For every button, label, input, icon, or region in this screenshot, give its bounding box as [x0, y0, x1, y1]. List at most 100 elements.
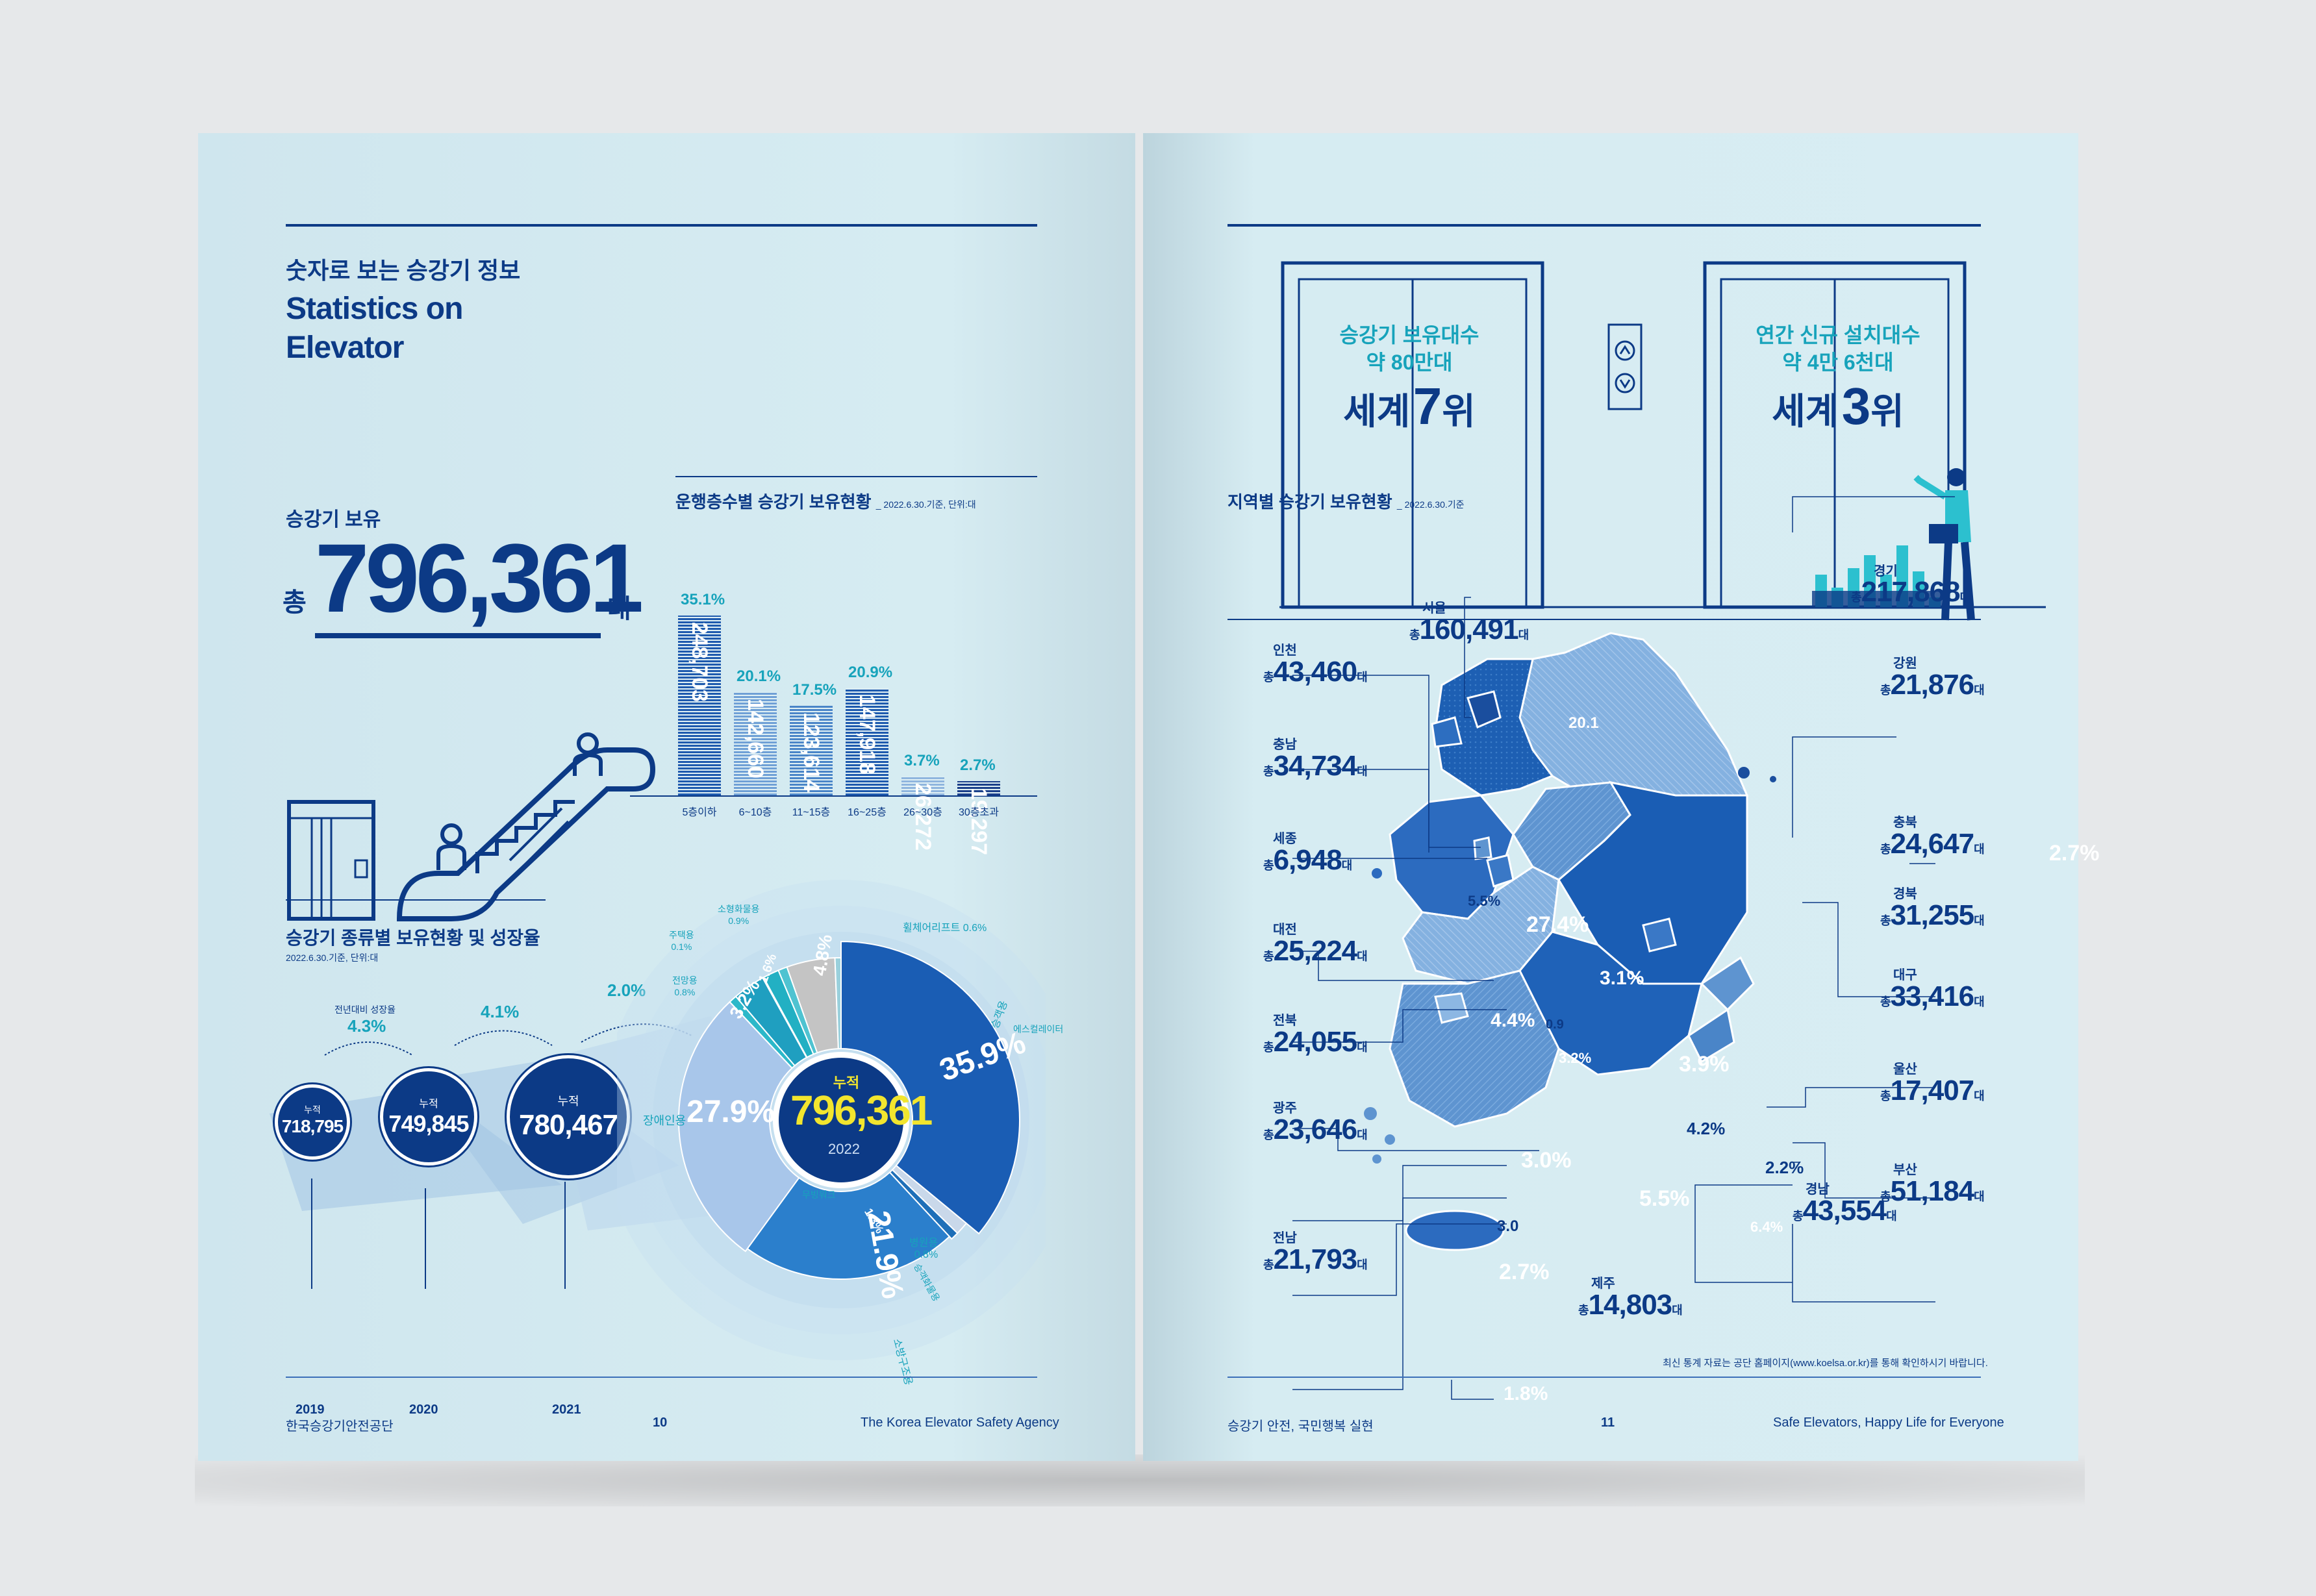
region-value-chungbuk: 총24,647대 — [1880, 828, 1985, 860]
box2-rank-prefix: 세계 — [1772, 391, 1839, 432]
floors-category-label: 16~25층 — [848, 807, 887, 818]
unit: 대 — [1974, 1190, 1985, 1203]
unit: 대 — [1357, 1258, 1368, 1271]
total-prefix: 총 — [1880, 1190, 1891, 1203]
donut-pct-disabled: 27.9% — [686, 1095, 775, 1129]
donut-center-label: 누적 — [833, 1075, 860, 1091]
owned-underline — [315, 633, 601, 638]
footer-english-slogan: Safe Elevators, Happy Life for Everyone — [1773, 1415, 2004, 1430]
total-prefix: 총 — [1263, 765, 1274, 778]
unit: 대 — [1886, 1210, 1897, 1223]
footer-rule — [1227, 1377, 1981, 1378]
region-note: _ 2022.6.30.기준 — [1396, 499, 1465, 510]
region-label-gyeongnam: 경남 — [1806, 1182, 1830, 1197]
unit: 대 — [1959, 591, 1971, 604]
label-small-freight-pct: 0.9% — [728, 916, 749, 926]
unit: 대 — [1974, 995, 1985, 1008]
total-prefix: 총 — [1880, 1090, 1891, 1103]
floors-bar-percent: 2.7% — [960, 756, 996, 775]
floors-bar — [734, 692, 777, 795]
map-pct-jeju: 1.8% — [1504, 1383, 1548, 1404]
map-pct-incheon: 5.5% — [1468, 893, 1501, 909]
unit: 대 — [1341, 859, 1353, 872]
floors-bar-value: 147,918 — [855, 695, 879, 775]
unit: 대 — [1974, 843, 1985, 856]
box1-line1: 승강기 보유대수 — [1339, 323, 1479, 347]
label-moving-walk: 무빙워크 — [802, 1190, 836, 1200]
floors-bar-percent: 3.7% — [904, 751, 940, 769]
label-hospital-text: 병원용 — [909, 1238, 938, 1249]
total-prefix: 총 — [1851, 591, 1862, 604]
owned-unit: 대 — [607, 595, 631, 623]
donut-slice — [834, 956, 842, 1050]
total-prefix: 총 — [1880, 684, 1891, 697]
growth-rate-2: 4.1% — [481, 1002, 520, 1021]
footer-agency: The Korea Elevator Safety Agency — [861, 1415, 1059, 1430]
map-pct-gangwon: 2.7% — [2049, 841, 2100, 866]
growth-value-2020: 749,845 — [388, 1110, 469, 1137]
label-hospital-pct: 0.8% — [914, 1249, 938, 1260]
label-residential-text: 주택용 — [669, 930, 694, 940]
label-disabled: 장애인용 — [643, 1114, 686, 1127]
floors-bar-percent: 20.9% — [848, 664, 893, 681]
left-page: 숫자로 보는 승강기 정보 Statistics on Elevator 승강기… — [198, 133, 1135, 1461]
total-prefix: 총 — [1263, 671, 1274, 684]
footer-rule — [286, 1377, 1037, 1378]
presenter-illustration — [1812, 468, 1975, 621]
region-value-gyeonggi-num: 217,868 — [1861, 576, 1961, 608]
donut-slice — [888, 1169, 959, 1240]
region-gwangju — [1434, 992, 1469, 1024]
region-value-gyeongbuk-num: 31,255 — [1890, 899, 1975, 931]
map-pct-gyeongnam: 5.5% — [1639, 1186, 1690, 1211]
growth-circle-2020: 누적 749,845 — [380, 1068, 477, 1166]
label-escalator: 에스컬레이터 — [1013, 1024, 1064, 1034]
page-number: 11 — [1601, 1415, 1615, 1430]
region-label-jeonnam: 전남 — [1273, 1231, 1297, 1245]
total-prefix: 총 — [1409, 629, 1420, 642]
year-2019: 2019 — [296, 1403, 325, 1417]
label-residential-pct: 0.1% — [671, 941, 692, 952]
kicker: 숫자로 보는 승강기 정보 — [286, 257, 521, 284]
floors-note: _ 2022.6.30.기준, 단위:대 — [875, 499, 976, 510]
floors-bar — [790, 706, 833, 795]
total-prefix: 총 — [1880, 914, 1891, 927]
region-value-jeonbuk-num: 24,055 — [1273, 1026, 1358, 1058]
growth-circle-2021: 누적 780,467 — [507, 1055, 630, 1178]
map-pct-gyeonggi: 27.4% — [1526, 912, 1589, 937]
total-prefix: 총 — [1793, 1210, 1804, 1223]
region-label-jeonbuk: 전북 — [1273, 1014, 1297, 1028]
korea-map — [1364, 632, 1776, 1251]
region-value-daejeon: 총25,224대 — [1263, 935, 1368, 967]
page-shadow — [195, 1454, 2085, 1506]
page-number: 10 — [653, 1415, 668, 1430]
types-note: 2022.6.30.기준, 단위:대 — [286, 953, 379, 963]
region-label-chungnam: 충남 — [1273, 738, 1297, 752]
region-label-ulsan: 울산 — [1893, 1062, 1917, 1077]
region-value-incheon: 총43,460대 — [1263, 656, 1368, 688]
total-prefix: 총 — [1263, 1128, 1274, 1141]
region-label-daegu: 대구 — [1893, 968, 1917, 982]
growth-rate-3: 2.0% — [607, 980, 646, 1000]
region-label-gangwon: 강원 — [1893, 656, 1917, 671]
region-title: 지역별 승강기 보유현황 _ 2022.6.30.기준 — [1227, 489, 1465, 513]
region-leader-lines — [1292, 496, 1955, 1400]
floors-bar-value: 248,703 — [687, 621, 712, 702]
donut-center — [779, 1058, 903, 1182]
footer-slogan: 승강기 안전, 국민행복 실현 — [1227, 1419, 1374, 1434]
floors-rule — [675, 476, 1037, 477]
region-value-chungbuk-num: 24,647 — [1890, 828, 1975, 860]
box2-rank: 세계 3위 — [1724, 377, 1952, 436]
total-prefix: 총 — [1578, 1304, 1589, 1317]
map-pct-busan: 6.4% — [1750, 1219, 1783, 1235]
label-small-freight: 소형화물용 0.9% — [718, 903, 759, 926]
region-value-jeju-num: 14,803 — [1588, 1289, 1673, 1321]
map-pct-gwangju: 3.0 — [1497, 1217, 1519, 1235]
map-pct-gyeongbuk: 3.9% — [1679, 1052, 1730, 1077]
growth-circle-label: 누적 — [419, 1099, 438, 1110]
box2-line1: 연간 신규 설치대수 — [1756, 323, 1920, 347]
region-value-busan-num: 51,184 — [1890, 1175, 1975, 1207]
region-value-gyeongnam-num: 43,554 — [1802, 1195, 1887, 1227]
footnote: 최신 통계 자료는 공단 홈페이지(www.koelsa.or.kr)를 통해 … — [1663, 1358, 1988, 1369]
total-prefix: 총 — [1263, 1041, 1274, 1054]
total-prefix: 총 — [1263, 950, 1274, 963]
